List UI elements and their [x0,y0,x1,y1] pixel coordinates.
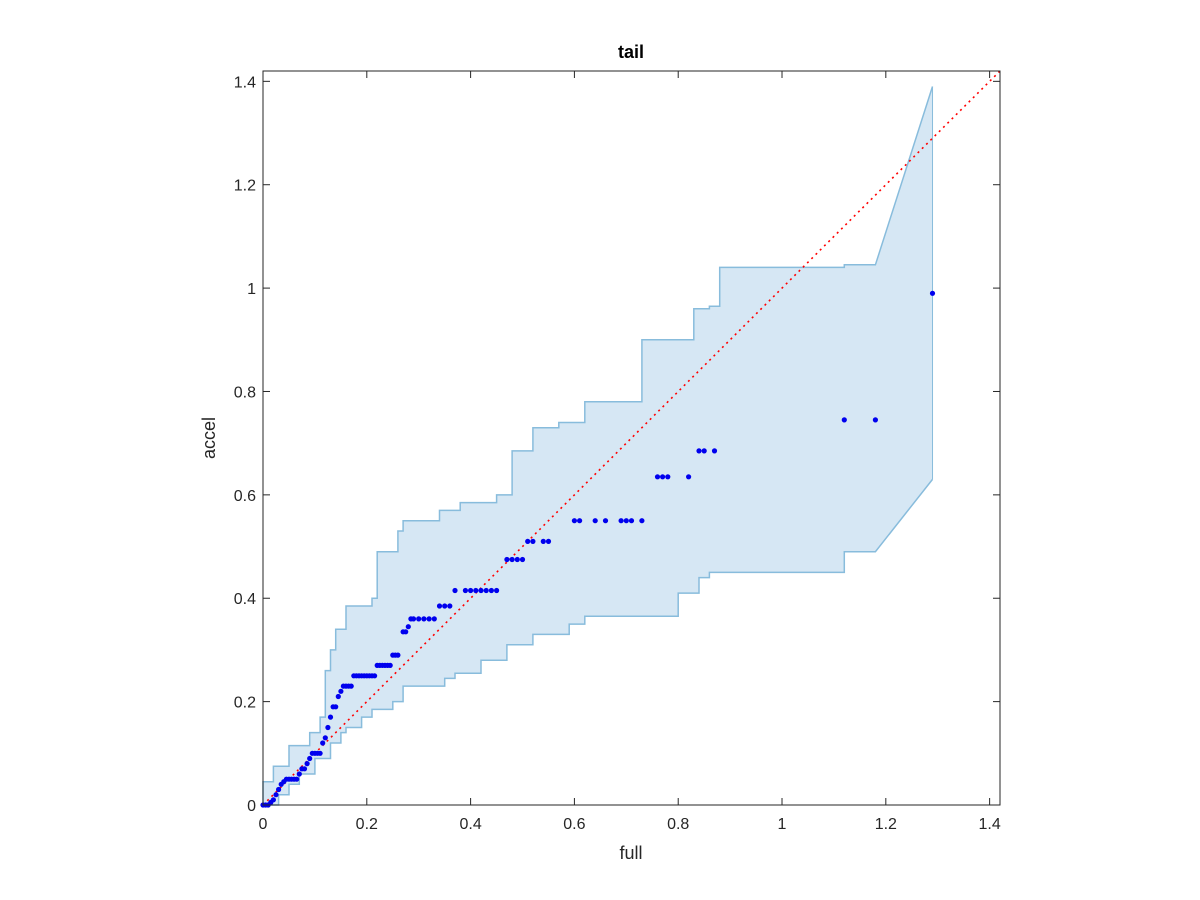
y-tick-label: 0.6 [234,488,256,505]
data-point [338,688,344,694]
data-point [660,474,666,480]
data-point [571,518,578,524]
data-point [494,587,500,594]
x-tick-label: 0.8 [667,816,689,833]
y-tick-label: 0.4 [234,591,256,608]
data-point [696,448,702,454]
x-tick-label: 0 [259,816,268,833]
data-point [436,603,443,609]
data-point [701,448,707,454]
x-axis-ticks: 0 0.2 0.4 0.6 0.8 1 1.2 1.4 [259,71,1001,833]
data-point [387,662,393,669]
data-point [322,735,328,741]
data-point [325,724,331,731]
y-tick-label: 0.8 [234,384,256,401]
data-point [478,587,484,594]
x-tick-label: 0.6 [563,816,585,833]
data-point [530,538,536,545]
data-point [273,792,279,798]
x-tick-label: 0.2 [356,816,378,833]
data-point [307,755,313,762]
x-tick-label: 1.2 [875,816,897,833]
band-lower-edge [263,478,934,806]
data-point [488,587,494,594]
data-point [405,624,411,630]
data-point [618,518,624,524]
data-point [577,518,583,524]
data-point [431,616,437,622]
data-point [483,587,489,594]
data-point [473,587,479,594]
data-point [294,776,300,782]
data-point [403,629,409,635]
data-point [304,761,310,767]
data-point [426,616,432,622]
data-point [335,693,341,700]
data-point [270,797,276,803]
data-point [639,518,645,524]
y-tick-label: 1 [247,281,256,298]
x-tick-label: 0.4 [459,816,481,833]
data-point [592,518,598,524]
data-point [296,771,302,777]
data-point [333,704,339,710]
data-point [929,290,936,296]
data-point [509,556,515,563]
data-point [447,603,453,609]
data-point [686,474,692,480]
data-point [327,714,334,720]
data-point [654,474,661,480]
band-fill [263,86,933,805]
data-point [504,556,510,563]
y-axis-label: accel [199,417,219,459]
band-upper-edge [262,86,934,805]
data-point [372,673,378,679]
data-point [416,616,422,622]
data-point [421,616,427,622]
data-point [665,474,671,480]
data-points [260,290,936,808]
data-point [519,556,526,563]
data-point [628,518,635,524]
data-point [410,616,417,622]
data-point [317,750,323,756]
data-point [320,740,326,746]
x-tick-label: 1.4 [978,816,1000,833]
axes-box [262,70,1001,806]
x-axis-label: full [619,843,642,863]
data-point [841,417,847,423]
data-point [514,556,520,563]
x-tick-label: 1 [778,816,787,833]
data-point [395,652,401,658]
data-point [623,518,629,524]
data-point [711,448,718,454]
confidence-band [262,86,934,806]
data-point [452,587,458,594]
y-tick-label: 0 [247,798,256,815]
data-point [276,786,282,793]
data-point [602,518,609,524]
data-point [545,538,552,545]
y-tick-label: 0.2 [234,695,256,712]
data-point [442,603,448,609]
data-point [468,587,474,594]
data-point [462,587,468,594]
chart-title: tail [618,42,644,62]
y-tick-label: 1.4 [234,74,256,91]
y-axis-ticks: 0 0.2 0.4 0.6 0.8 1 1.2 1.4 [234,74,1000,815]
data-point [872,417,879,423]
data-point [348,683,354,689]
data-point [301,766,308,772]
data-point [525,538,531,545]
y-tick-label: 1.2 [234,178,256,195]
data-point [540,538,546,545]
